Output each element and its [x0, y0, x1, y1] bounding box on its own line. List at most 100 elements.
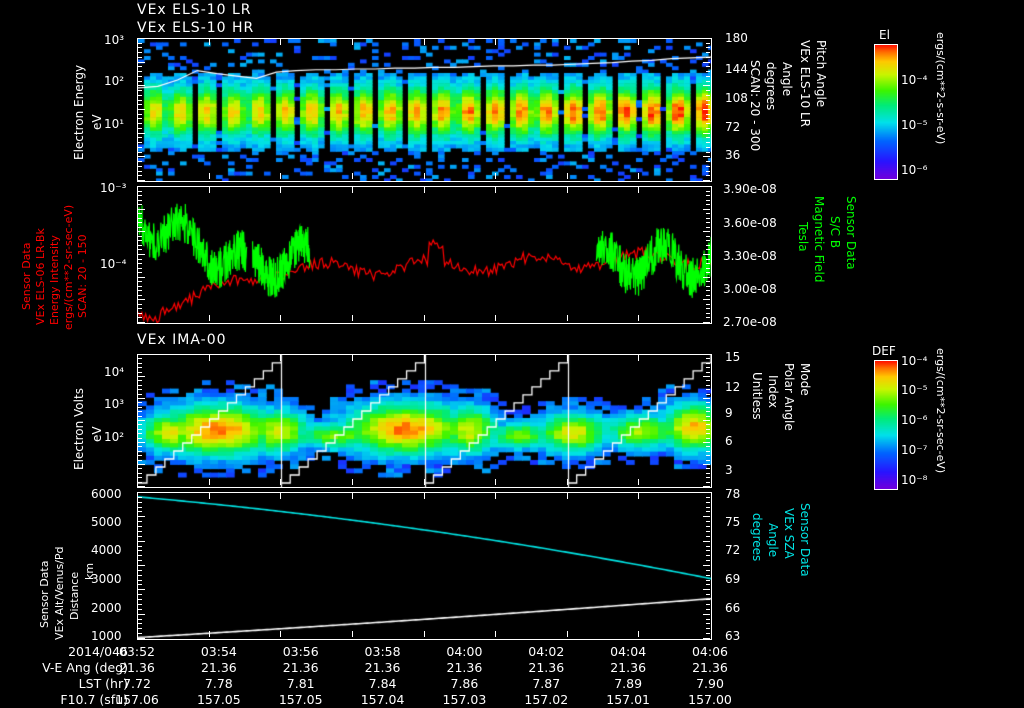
panel1-ytick-1000: 10³ — [104, 33, 125, 47]
axis-tick — [706, 218, 710, 219]
axis-tick — [495, 187, 496, 193]
axis-tick — [138, 100, 142, 101]
colorbar-def[interactable] — [874, 360, 898, 490]
axis-tick — [138, 599, 142, 600]
axis-tick — [495, 479, 496, 485]
panel1-y2tick-108: 108 — [725, 91, 748, 105]
panel2-left-label-1: Sensor Data — [20, 242, 33, 310]
axis-tick — [706, 95, 710, 96]
axis-tick — [706, 152, 710, 153]
panel4-ytick-3000: 3000 — [91, 572, 122, 586]
axis-tick — [138, 358, 142, 359]
panel2-timeseries[interactable] — [137, 186, 712, 324]
colorbar-el-title: El — [879, 28, 890, 42]
axis-tick — [706, 473, 710, 474]
axis-tick — [706, 402, 710, 403]
axis-tick — [424, 479, 425, 485]
axis-tick — [706, 222, 710, 223]
panel1-right-label-instrument: VEx ELS-10 LR — [798, 40, 812, 128]
axis-tick — [706, 433, 710, 434]
axis-tick — [703, 38, 710, 39]
panel1-spectrogram[interactable] — [137, 38, 712, 182]
axis-tick — [706, 455, 710, 456]
axis-tick — [706, 580, 710, 581]
axis-tick — [706, 416, 710, 417]
time-table-cell: 7.78 — [204, 676, 233, 691]
axis-tick — [138, 38, 145, 39]
panel2-ytick-1e-4: 10⁻⁴ — [100, 257, 127, 271]
axis-tick — [138, 420, 145, 421]
axis-tick — [352, 355, 353, 361]
axis-tick — [138, 47, 142, 48]
axis-tick — [138, 118, 142, 119]
panel4-ytick-1000: 1000 — [91, 629, 122, 643]
axis-tick — [703, 486, 710, 487]
axis-tick — [703, 156, 710, 157]
axis-tick — [280, 187, 281, 193]
axis-tick — [138, 222, 142, 223]
axis-tick — [703, 464, 710, 465]
colorbar-el[interactable] — [874, 44, 898, 180]
axis-tick — [138, 507, 142, 508]
axis-tick — [706, 171, 710, 172]
panel4-timeseries[interactable] — [137, 492, 712, 640]
axis-tick — [706, 633, 710, 634]
axis-tick — [138, 594, 142, 595]
panel1-y2tick-36: 36 — [725, 148, 741, 162]
panel2-right-label-4: Tesla — [796, 222, 810, 252]
axis-tick — [138, 416, 142, 417]
panel4-y2tick-75: 75 — [725, 515, 741, 529]
time-table-cell: 7.87 — [532, 676, 561, 691]
time-table-cell: 157.05 — [196, 692, 241, 707]
axis-tick — [138, 43, 142, 44]
axis-tick — [703, 277, 710, 278]
axis-tick — [706, 394, 710, 395]
time-table-cell: 03:54 — [200, 644, 237, 659]
panel2-ytick-1e-3: 10⁻³ — [100, 181, 127, 195]
colorbar-el-tick-2: 10⁻⁵ — [901, 118, 928, 132]
axis-tick — [703, 299, 710, 300]
panel2-right-label-2: S/C B — [828, 216, 842, 249]
axis-tick — [706, 317, 710, 318]
axis-tick — [706, 531, 710, 532]
axis-tick — [706, 191, 710, 192]
axis-tick — [138, 299, 145, 300]
axis-tick — [138, 584, 142, 585]
axis-tick — [138, 589, 145, 590]
axis-tick — [138, 424, 142, 425]
axis-tick — [424, 315, 425, 321]
axis-tick — [706, 477, 710, 478]
panel3-spectrogram[interactable] — [137, 354, 712, 488]
axis-tick — [138, 277, 145, 278]
axis-tick — [706, 555, 710, 556]
axis-tick — [706, 128, 710, 129]
axis-tick — [706, 263, 710, 264]
axis-tick — [138, 560, 142, 561]
axis-tick — [138, 263, 142, 264]
axis-tick — [703, 442, 710, 443]
axis-tick — [138, 236, 142, 237]
axis-tick — [138, 502, 142, 503]
time-table-cell: 157.03 — [442, 692, 487, 707]
panel3-title: VEx IMA-00 — [137, 332, 227, 348]
panel1-right-label-pitch-angle: Pitch Angle — [814, 40, 828, 108]
axis-tick — [706, 123, 710, 124]
axis-tick — [706, 81, 710, 82]
panel3-y2tick-12: 12 — [725, 380, 741, 394]
axis-tick — [703, 516, 710, 517]
axis-tick — [280, 479, 281, 485]
axis-tick — [138, 511, 142, 512]
panel1-title-lr: VEx ELS-10 LR — [137, 2, 252, 18]
axis-tick — [138, 492, 145, 493]
panel4-left-label-1: Sensor Data — [38, 560, 51, 628]
axis-tick — [138, 304, 142, 305]
panel4-ytick-6000: 6000 — [91, 487, 122, 501]
time-table-cell: 7.84 — [368, 676, 397, 691]
axis-tick — [706, 47, 710, 48]
axis-tick — [138, 180, 145, 181]
axis-tick — [138, 254, 145, 255]
panel3-y2tick-6: 6 — [725, 434, 733, 448]
panel1-right-label-degrees: degrees — [764, 62, 778, 111]
axis-tick — [352, 173, 353, 179]
panel1-y2tick-180: 180 — [725, 31, 748, 45]
